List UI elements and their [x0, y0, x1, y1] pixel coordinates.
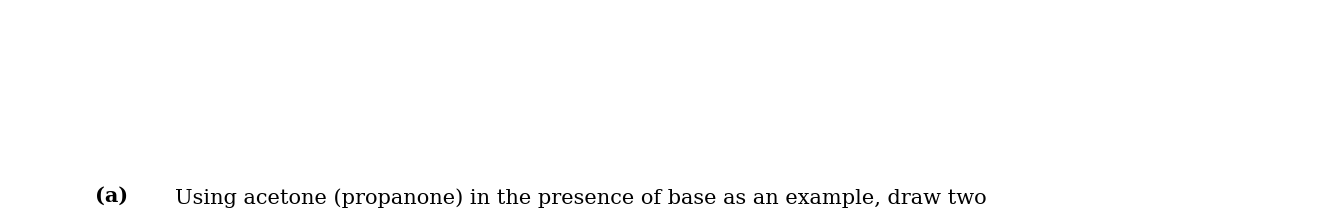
Text: (a): (a)	[95, 186, 129, 206]
Text: Using acetone (propanone) in the presence of base as an example, draw two: Using acetone (propanone) in the presenc…	[176, 188, 986, 208]
